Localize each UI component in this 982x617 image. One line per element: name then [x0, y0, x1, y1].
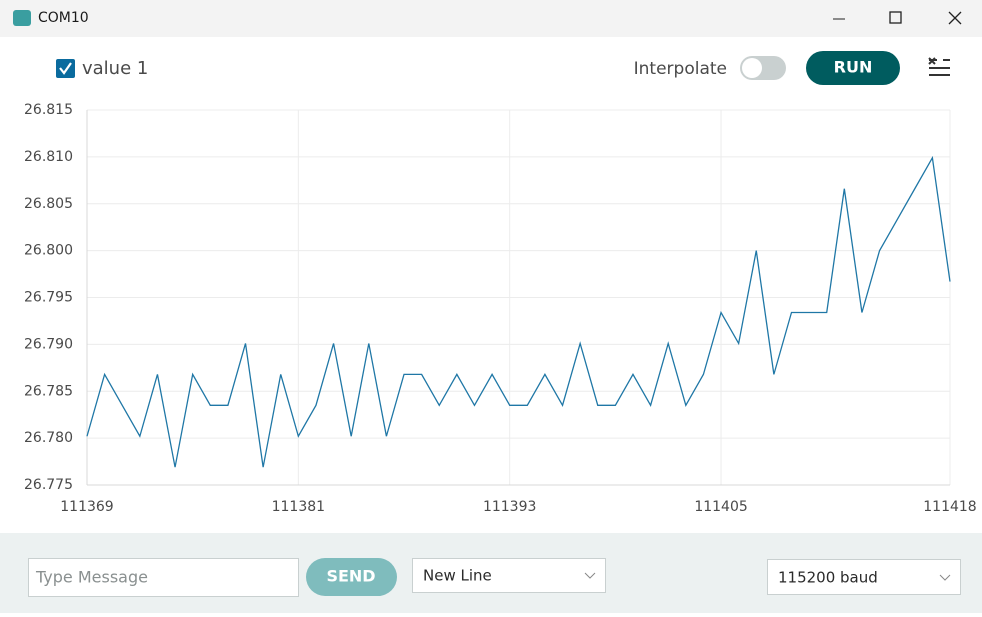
run-label: RUN — [834, 58, 873, 77]
x-tick-label: 111381 — [272, 499, 325, 515]
y-tick-label: 26.805 — [24, 196, 73, 212]
x-tick-label: 111405 — [694, 499, 747, 515]
checkmark — [59, 62, 72, 75]
y-tick-label: 26.785 — [24, 383, 73, 399]
x-tick-label: 111418 — [923, 499, 976, 515]
data-line — [86, 155, 951, 468]
message-placeholder: Type Message — [35, 568, 148, 587]
plot-area: 26.775 26.780 26.785 26.790 26.795 26.800 26.8… — [24, 102, 977, 515]
app-icon — [13, 10, 31, 26]
send-button[interactable] — [306, 558, 397, 596]
y-tick-label: 26.790 — [24, 336, 73, 352]
x-tick-label: 111369 — [60, 499, 113, 515]
y-tick-label: 26.815 — [24, 102, 73, 118]
line-ending-select[interactable] — [412, 558, 606, 593]
chevron — [939, 574, 951, 581]
message-input[interactable] — [28, 558, 299, 597]
legend-label: value 1 — [82, 58, 148, 79]
y-tick-label: 26.775 — [24, 477, 73, 493]
chevron — [584, 572, 596, 579]
close-button[interactable] — [948, 11, 962, 25]
maximize-button[interactable] — [889, 11, 902, 24]
title-bar — [0, 0, 982, 37]
window-title: COM10 — [38, 10, 89, 26]
legend-checkbox[interactable] — [56, 59, 75, 78]
y-tick-label: 26.810 — [24, 149, 73, 165]
clear-button[interactable] — [928, 57, 950, 76]
baud-select[interactable] — [767, 559, 961, 595]
line-ending-value: New Line — [423, 567, 492, 585]
x-tick-label: 111393 — [483, 499, 536, 515]
interpolate-label: Interpolate — [634, 59, 727, 79]
y-tick-label: 26.795 — [24, 290, 73, 306]
send-label: SEND — [326, 567, 375, 586]
run-button[interactable] — [806, 51, 900, 85]
y-tick-label: 26.800 — [24, 243, 73, 259]
toggle-knob — [742, 58, 762, 78]
y-tick-label: 26.780 — [24, 430, 73, 446]
baud-value: 115200 baud — [778, 569, 878, 587]
